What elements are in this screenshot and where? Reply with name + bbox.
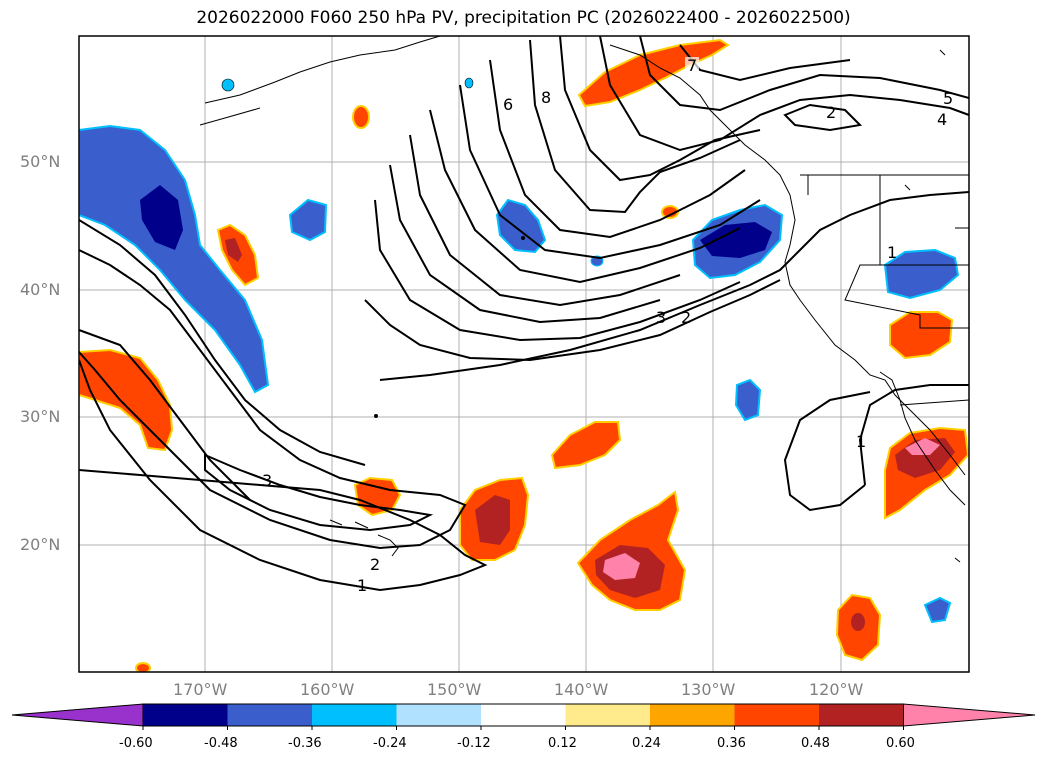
contour-label: 2 [370,555,380,574]
colorbar-border [142,703,904,727]
pv-contours [79,36,969,592]
colorbar-tick-label: -0.60 [119,736,153,751]
lon-label-160w: 160°W [300,680,355,699]
contour-label: 1 [357,576,367,595]
colorbar-tick-label: -0.24 [373,736,407,751]
coastlines [199,36,969,563]
contour-label: 5 [943,89,953,108]
contour-label: 8 [541,88,551,107]
contour-label: 3 [262,471,272,490]
lat-label-30n: 30°N [20,407,61,426]
contour-labels: 7 6 8 5 4 2 1 3 2 3 2 1 1 [262,56,953,595]
colorbar-extend-low [11,703,144,727]
colorbar-segment [312,704,397,726]
lon-label-130w: 130°W [681,680,736,699]
contour-label: 7 [687,56,697,75]
lon-label-140w: 140°W [554,680,609,699]
plot-frame [78,35,970,673]
colorbar-segment [481,704,566,726]
contour-label: 3 [656,308,666,327]
colorbar-segment [227,704,313,726]
colorbar [11,703,1036,730]
precip-negative-areas [79,77,960,624]
colorbar-tick-label: 0.60 [886,736,915,751]
colorbar-segment [734,704,820,726]
colorbar-tick-label: 0.12 [548,736,577,751]
contour-label: 2 [681,308,691,327]
lon-label-170w: 170°W [173,680,228,699]
lon-label-150w: 150°W [427,680,482,699]
contour-label: 2 [826,103,836,122]
colorbar-tick-label: -0.48 [204,736,238,751]
precip-positive-areas [79,38,969,672]
colorbar-segment [565,704,651,726]
lat-label-50n: 50°N [20,152,61,171]
colorbar-extend-high [903,703,1036,727]
colorbar-tick-label: -0.36 [288,736,322,751]
contour-label: 6 [503,95,513,114]
colorbar-tick-label: 0.24 [632,736,661,751]
map-title: 2026022000 F060 250 hPa PV, precipitatio… [196,8,851,28]
lon-label-120w: 120°W [809,680,864,699]
colorbar-tick-label: 0.48 [801,736,830,751]
colorbar-segment [650,704,735,726]
contour-label: 1 [887,243,897,262]
colorbar-tick-label: 0.36 [717,736,746,751]
colorbar-tick-label: -0.12 [457,736,491,751]
colorbar-segment [819,704,904,726]
map-plot-area: 7 6 8 5 4 2 1 3 2 3 2 1 1 [79,36,969,672]
contour-label: 4 [937,110,947,129]
lat-label-20n: 20°N [20,535,61,554]
colorbar-segment [143,704,228,726]
lat-label-40n: 40°N [20,280,61,299]
colorbar-segment [396,704,482,726]
contour-label: 1 [856,432,866,451]
